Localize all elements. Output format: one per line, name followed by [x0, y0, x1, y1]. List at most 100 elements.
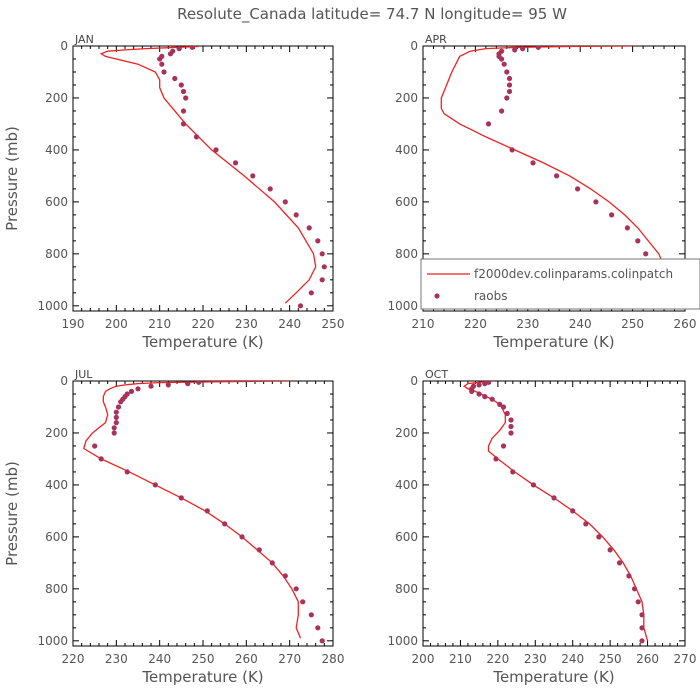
- raob-point-jul: [111, 430, 117, 436]
- plot-area-oct: [463, 381, 649, 644]
- raob-point-apr: [501, 61, 507, 67]
- raob-point-jan: [293, 212, 299, 218]
- y-tick-label-apr: 600: [395, 195, 418, 209]
- x-axis-label-apr: Temperature (K): [492, 333, 614, 351]
- raob-point-apr: [509, 147, 515, 153]
- raob-point-oct: [583, 521, 589, 527]
- raob-point-oct: [639, 625, 645, 631]
- raob-point-oct: [631, 586, 638, 592]
- y-tick-label-oct: 200: [395, 426, 418, 440]
- x-tick-label-jan: 220: [192, 317, 215, 331]
- raob-point-jan: [167, 51, 174, 57]
- panel-apr: APR 210 220 230 240 250 260 0 200 400 600 800 1000 Te…: [387, 33, 700, 351]
- raob-point-apr: [506, 88, 513, 95]
- raob-point-jul: [113, 414, 119, 420]
- raob-point-oct: [482, 381, 488, 387]
- raob-point-oct: [508, 430, 514, 436]
- raob-point-jul: [282, 573, 288, 579]
- raob-point-jul: [256, 547, 262, 553]
- raob-point-jul: [113, 420, 119, 426]
- raob-point-apr: [512, 47, 518, 53]
- y-tick-label-jan: 800: [45, 247, 68, 261]
- x-tick-label-oct: 200: [412, 652, 435, 666]
- raob-point-jul: [204, 508, 210, 514]
- x-tick-label-oct: 270: [674, 652, 697, 666]
- raob-point-jul: [300, 599, 306, 605]
- raob-point-oct: [607, 547, 613, 553]
- raob-point-oct: [530, 482, 537, 488]
- raob-point-apr: [643, 251, 649, 257]
- y-tick-label-oct: 800: [395, 582, 418, 596]
- raob-point-jan: [319, 277, 325, 283]
- raob-point-oct: [476, 391, 482, 397]
- raob-point-jan: [157, 56, 163, 62]
- raob-point-jan: [315, 238, 321, 244]
- raob-point-jan: [321, 264, 327, 270]
- y-axis-label-jul: Pressure (mb): [3, 461, 21, 566]
- raob-point-oct: [504, 410, 510, 417]
- raob-point-oct: [626, 573, 632, 579]
- y-tick-label-apr: 400: [395, 143, 418, 157]
- raob-point-jan: [189, 46, 195, 50]
- raob-point-oct: [469, 388, 475, 394]
- x-tick-label-apr: 250: [621, 317, 644, 331]
- raob-point-jul: [111, 425, 117, 431]
- x-tick-label-jul: 280: [322, 652, 345, 666]
- raob-point-oct: [570, 508, 576, 514]
- model-line-jul: [83, 381, 302, 639]
- panel-label-oct: OCT: [425, 368, 448, 381]
- x-tick-label-apr: 260: [674, 317, 697, 331]
- raob-point-apr: [499, 108, 505, 114]
- x-tick-label-jul: 250: [192, 652, 215, 666]
- raob-point-jan: [319, 251, 325, 257]
- y-tick-label-apr: 800: [395, 247, 418, 261]
- raob-point-oct: [500, 443, 507, 449]
- raob-point-apr: [506, 82, 513, 88]
- raob-point-jul: [222, 521, 228, 527]
- raob-point-jan: [161, 69, 167, 75]
- raob-point-jan: [306, 225, 312, 231]
- y-tick-label-oct: 0: [410, 374, 418, 388]
- raob-point-oct: [635, 599, 641, 605]
- raob-point-apr: [506, 75, 513, 82]
- y-tick-label-oct: 400: [395, 478, 418, 492]
- x-tick-label-apr: 220: [464, 317, 487, 331]
- raob-point-jan: [176, 46, 182, 52]
- raob-point-apr: [554, 173, 560, 179]
- x-tick-label-apr: 230: [516, 317, 539, 331]
- y-tick-label-apr: 200: [395, 91, 418, 105]
- raob-point-jul: [196, 381, 202, 385]
- x-tick-label-oct: 210: [449, 652, 472, 666]
- y-tick-label-jan: 400: [45, 143, 68, 157]
- y-tick-label-jan: 0: [60, 39, 68, 53]
- raob-point-apr: [609, 212, 615, 218]
- raob-point-oct: [482, 394, 488, 400]
- panel-label-jan: JAN: [74, 33, 94, 46]
- x-axis-label-jul: Temperature (K): [141, 668, 263, 686]
- raob-point-jul: [98, 456, 104, 462]
- y-tick-label-apr: 1000: [387, 299, 418, 313]
- model-line-jan: [99, 46, 317, 304]
- legend-point-swatch: [434, 293, 440, 299]
- x-tick-label-jan: 250: [322, 317, 345, 331]
- raob-point-jan: [180, 121, 187, 127]
- raob-point-oct: [596, 534, 602, 540]
- raob-point-apr: [485, 121, 492, 127]
- plot-area-jul: [83, 381, 325, 644]
- raob-point-oct: [493, 456, 499, 462]
- x-tick-label-oct: 260: [636, 652, 659, 666]
- y-tick-label-jul: 400: [45, 478, 68, 492]
- x-tick-label-jan: 190: [62, 317, 85, 331]
- raob-point-jul: [308, 612, 314, 618]
- raob-point-jul: [135, 386, 141, 392]
- panel-label-jul: JUL: [74, 368, 93, 381]
- y-tick-label-jul: 0: [60, 374, 68, 388]
- raob-point-jul: [113, 409, 119, 415]
- raob-point-jul: [165, 382, 171, 388]
- x-tick-label-jan: 240: [278, 317, 301, 331]
- raob-point-jan: [232, 160, 239, 166]
- x-tick-label-jul: 220: [62, 652, 85, 666]
- raob-point-jul: [152, 482, 158, 488]
- figure-title: Resolute_Canada latitude= 74.7 N longitu…: [177, 5, 567, 24]
- x-tick-label-oct: 240: [561, 652, 584, 666]
